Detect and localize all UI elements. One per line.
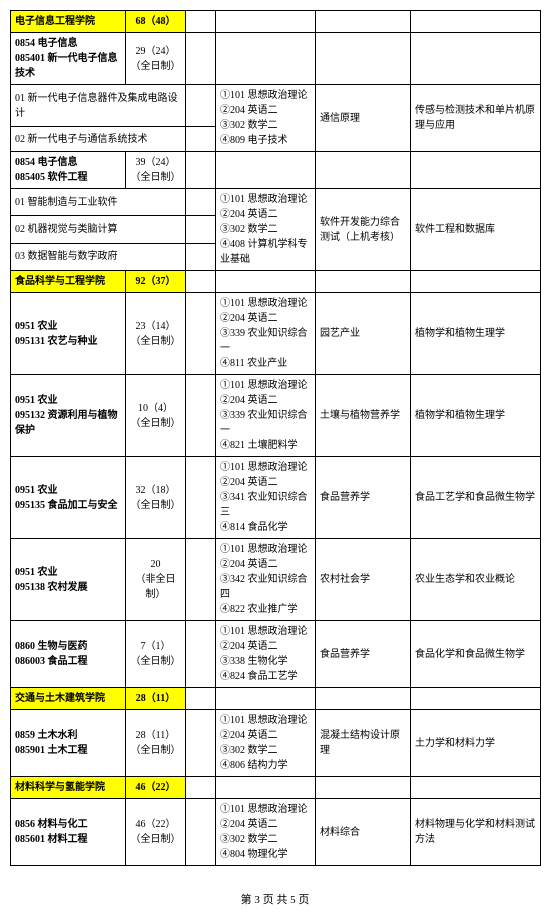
major-row: 0854 电子信息085405 软件工程39（24）（全日制）: [11, 152, 541, 189]
direction-name: 02 新一代电子与通信系统技术: [11, 127, 186, 152]
dept-row: 电子信息工程学院68（48）: [11, 11, 541, 33]
major-code: 0860 生物与医药086003 食品工程: [11, 621, 126, 688]
major-quota: 7（1）（全日制）: [126, 621, 186, 688]
dept-quota: 92（37）: [126, 271, 186, 293]
major-code: 0859 土木水利085901 土木工程: [11, 710, 126, 777]
major-code: 0951 农业095131 农艺与种业: [11, 293, 126, 375]
major-quota: 32（18）（全日制）: [126, 457, 186, 539]
dept-row: 食品科学与工程学院92（37）: [11, 271, 541, 293]
major-code: 0854 电子信息085401 新一代电子信息技术: [11, 33, 126, 85]
direction-name: 03 数据智能与数字政府: [11, 243, 186, 270]
subject: 通信原理: [316, 85, 411, 152]
major-row: 0951 农业095131 农艺与种业23（14）（全日制） ①101 思想政治理…: [11, 293, 541, 375]
major-row: 0951 农业095132 资源利用与植物保护10（4）（全日制） ①101 思想…: [11, 375, 541, 457]
major-code: 0951 农业095138 农村发展: [11, 539, 126, 621]
exam-list: ①101 思想政治理论②204 英语二③338 生物化学④824 食品工艺学: [216, 621, 316, 688]
subject: 软件开发能力综合测试（上机考核）: [316, 189, 411, 271]
major-quota: 46（22）（全日制）: [126, 799, 186, 866]
admissions-table: 电子信息工程学院68（48）0854 电子信息085401 新一代电子信息技术2…: [10, 10, 541, 866]
major-row: 0951 农业095138 农村发展20（非全日制） ①101 思想政治理论②20…: [11, 539, 541, 621]
direction-name: 01 新一代电子信息器件及集成电路设计: [11, 85, 186, 127]
note: 食品工艺学和食品微生物学: [411, 457, 541, 539]
exam-list: ①101 思想政治理论②204 英语二③302 数学二④408 计算机学科专业基…: [216, 189, 316, 271]
subject: 土壤与植物营养学: [316, 375, 411, 457]
note: 软件工程和数据库: [411, 189, 541, 271]
major-code: 0856 材料与化工085601 材料工程: [11, 799, 126, 866]
note: 农业生态学和农业概论: [411, 539, 541, 621]
major-quota: 10（4）（全日制）: [126, 375, 186, 457]
direction-row: 01 新一代电子信息器件及集成电路设计①101 思想政治理论②204 英语二③3…: [11, 85, 541, 127]
direction-name: 02 机器视觉与类脑计算: [11, 216, 186, 243]
note: 传感与检测技术和单片机原理与应用: [411, 85, 541, 152]
major-quota: 23（14）（全日制）: [126, 293, 186, 375]
dept-row: 交通与土木建筑学院28（11）: [11, 688, 541, 710]
direction-row: 01 智能制造与工业软件①101 思想政治理论②204 英语二③302 数学二④…: [11, 189, 541, 216]
major-quota: 29（24）（全日制）: [126, 33, 186, 85]
dept-name: 材料科学与氢能学院: [11, 777, 126, 799]
exam-list: ①101 思想政治理论②204 英语二③339 农业知识综合一④821 土壤肥料…: [216, 375, 316, 457]
subject: 园艺产业: [316, 293, 411, 375]
major-row: 0860 生物与医药086003 食品工程7（1）（全日制） ①101 思想政治理…: [11, 621, 541, 688]
subject: 食品营养学: [316, 457, 411, 539]
dept-quota: 68（48）: [126, 11, 186, 33]
exam-list: ①101 思想政治理论②204 英语二③341 农业知识综合三④814 食品化学: [216, 457, 316, 539]
dept-quota: 46（22）: [126, 777, 186, 799]
subject: 混凝土结构设计原理: [316, 710, 411, 777]
dept-name: 电子信息工程学院: [11, 11, 126, 33]
note: 植物学和植物生理学: [411, 293, 541, 375]
dept-row: 材料科学与氢能学院46（22）: [11, 777, 541, 799]
major-row: 0951 农业095135 食品加工与安全32（18）（全日制） ①101 思想政…: [11, 457, 541, 539]
major-code: 0951 农业095135 食品加工与安全: [11, 457, 126, 539]
direction-name: 01 智能制造与工业软件: [11, 189, 186, 216]
exam-list: ①101 思想政治理论②204 英语二③302 数学二④806 结构力学: [216, 710, 316, 777]
page-total: 5: [290, 894, 296, 906]
dept-name: 交通与土木建筑学院: [11, 688, 126, 710]
exam-list: ①101 思想政治理论②204 英语二③339 农业知识综合一④811 农业产业: [216, 293, 316, 375]
exam-list: ①101 思想政治理论②204 英语二③302 数学二④809 电子技术: [216, 85, 316, 152]
exam-list: ①101 思想政治理论②204 英语二③302 数学二④804 物理化学: [216, 799, 316, 866]
major-row: 0859 土木水利085901 土木工程28（11）（全日制） ①101 思想政治…: [11, 710, 541, 777]
dept-quota: 28（11）: [126, 688, 186, 710]
subject: 农村社会学: [316, 539, 411, 621]
major-row: 0854 电子信息085401 新一代电子信息技术29（24）（全日制）: [11, 33, 541, 85]
page-current: 3: [254, 894, 260, 906]
note: 材料物理与化学和材料测试方法: [411, 799, 541, 866]
note: 食品化学和食品微生物学: [411, 621, 541, 688]
major-row: 0856 材料与化工085601 材料工程46（22）（全日制） ①101 思想政…: [11, 799, 541, 866]
major-code: 0951 农业095132 资源利用与植物保护: [11, 375, 126, 457]
major-code: 0854 电子信息085405 软件工程: [11, 152, 126, 189]
major-quota: 39（24）（全日制）: [126, 152, 186, 189]
note: 土力学和材料力学: [411, 710, 541, 777]
major-quota: 20（非全日制）: [126, 539, 186, 621]
exam-list: ①101 思想政治理论②204 英语二③342 农业知识综合四④822 农业推广…: [216, 539, 316, 621]
page-footer: 第 3 页 共 5 页: [10, 891, 540, 907]
subject: 食品营养学: [316, 621, 411, 688]
dept-name: 食品科学与工程学院: [11, 271, 126, 293]
major-quota: 28（11）（全日制）: [126, 710, 186, 777]
subject: 材料综合: [316, 799, 411, 866]
note: 植物学和植物生理学: [411, 375, 541, 457]
